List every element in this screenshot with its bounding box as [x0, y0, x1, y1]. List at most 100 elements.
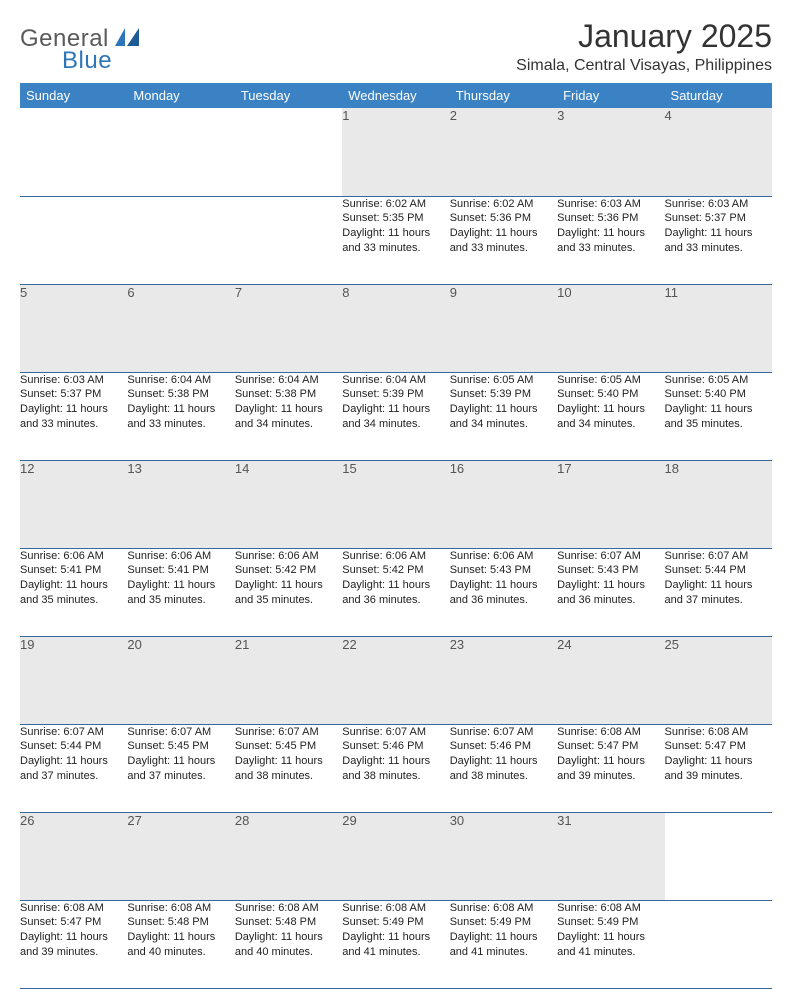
day-sunset: Sunset: 5:49 PM [450, 915, 557, 930]
day-sunset: Sunset: 5:37 PM [665, 211, 772, 226]
day-sunrise: Sunrise: 6:08 AM [557, 725, 664, 740]
day-number: 25 [665, 637, 679, 652]
day-number-cell: 2 [450, 108, 557, 196]
day-day1: Daylight: 11 hours [450, 930, 557, 945]
day-number-cell: 6 [127, 284, 234, 372]
weekday-header: Saturday [665, 83, 772, 108]
day-sunrise: Sunrise: 6:07 AM [127, 725, 234, 740]
day-body-cell: Sunrise: 6:08 AMSunset: 5:47 PMDaylight:… [665, 724, 772, 812]
day-day2: and 36 minutes. [342, 593, 449, 608]
day-sunset: Sunset: 5:46 PM [342, 739, 449, 754]
day-day1: Daylight: 11 hours [450, 402, 557, 417]
day-number-cell: 7 [235, 284, 342, 372]
day-sunrise: Sunrise: 6:08 AM [665, 725, 772, 740]
day-number-cell: 3 [557, 108, 664, 196]
day-number: 5 [20, 285, 27, 300]
day-sunrise: Sunrise: 6:02 AM [342, 197, 449, 212]
day-number-row: 19202122232425 [20, 636, 772, 724]
day-sunrise: Sunrise: 6:04 AM [342, 373, 449, 388]
day-body-cell: Sunrise: 6:08 AMSunset: 5:48 PMDaylight:… [127, 900, 234, 988]
day-number-cell: 25 [665, 636, 772, 724]
day-number-cell: 31 [557, 812, 664, 900]
day-day1: Daylight: 11 hours [127, 930, 234, 945]
day-number-cell: 10 [557, 284, 664, 372]
day-day1: Daylight: 11 hours [342, 226, 449, 241]
day-sunset: Sunset: 5:47 PM [665, 739, 772, 754]
day-sunset: Sunset: 5:43 PM [450, 563, 557, 578]
day-number-cell: 27 [127, 812, 234, 900]
day-day1: Daylight: 11 hours [342, 930, 449, 945]
day-day1: Daylight: 11 hours [127, 754, 234, 769]
day-day1: Daylight: 11 hours [20, 754, 127, 769]
day-sunset: Sunset: 5:49 PM [342, 915, 449, 930]
day-sunrise: Sunrise: 6:06 AM [342, 549, 449, 564]
day-number: 11 [665, 285, 679, 300]
day-day2: and 33 minutes. [342, 241, 449, 256]
day-sunset: Sunset: 5:36 PM [450, 211, 557, 226]
day-body-cell: Sunrise: 6:06 AMSunset: 5:43 PMDaylight:… [450, 548, 557, 636]
weekday-header-row: Sunday Monday Tuesday Wednesday Thursday… [20, 83, 772, 108]
day-number-cell [235, 108, 342, 196]
day-number-row: 262728293031 [20, 812, 772, 900]
day-sunrise: Sunrise: 6:03 AM [20, 373, 127, 388]
day-sunrise: Sunrise: 6:07 AM [665, 549, 772, 564]
day-sunset: Sunset: 5:48 PM [235, 915, 342, 930]
day-number: 3 [557, 108, 564, 123]
day-day2: and 35 minutes. [127, 593, 234, 608]
day-body-cell: Sunrise: 6:08 AMSunset: 5:49 PMDaylight:… [342, 900, 449, 988]
day-number: 16 [450, 461, 464, 476]
day-day2: and 35 minutes. [235, 593, 342, 608]
day-body-cell: Sunrise: 6:03 AMSunset: 5:37 PMDaylight:… [20, 372, 127, 460]
day-body-row: Sunrise: 6:03 AMSunset: 5:37 PMDaylight:… [20, 372, 772, 460]
weekday-header: Monday [127, 83, 234, 108]
calendar-page: General Blue January 2025 Simala, Centra… [0, 0, 792, 612]
day-sunrise: Sunrise: 6:07 AM [235, 725, 342, 740]
day-number: 21 [235, 637, 249, 652]
day-body-cell: Sunrise: 6:07 AMSunset: 5:44 PMDaylight:… [20, 724, 127, 812]
day-body-cell [235, 196, 342, 284]
day-number-cell: 14 [235, 460, 342, 548]
day-number-cell: 19 [20, 636, 127, 724]
day-sunrise: Sunrise: 6:02 AM [450, 197, 557, 212]
day-sunrise: Sunrise: 6:08 AM [127, 901, 234, 916]
day-body-cell: Sunrise: 6:03 AMSunset: 5:36 PMDaylight:… [557, 196, 664, 284]
day-number-cell: 23 [450, 636, 557, 724]
day-body-row: Sunrise: 6:07 AMSunset: 5:44 PMDaylight:… [20, 724, 772, 812]
day-body-row: Sunrise: 6:08 AMSunset: 5:47 PMDaylight:… [20, 900, 772, 988]
day-sunrise: Sunrise: 6:05 AM [557, 373, 664, 388]
brand-sail-icon [115, 28, 139, 46]
weekday-header: Sunday [20, 83, 127, 108]
day-number: 10 [557, 285, 571, 300]
day-number-cell: 9 [450, 284, 557, 372]
brand-line2: Blue [62, 47, 139, 75]
day-body-cell: Sunrise: 6:06 AMSunset: 5:41 PMDaylight:… [127, 548, 234, 636]
day-body-cell: Sunrise: 6:04 AMSunset: 5:38 PMDaylight:… [127, 372, 234, 460]
day-day1: Daylight: 11 hours [665, 578, 772, 593]
day-day2: and 34 minutes. [450, 417, 557, 432]
day-sunset: Sunset: 5:45 PM [127, 739, 234, 754]
day-body-cell: Sunrise: 6:05 AMSunset: 5:40 PMDaylight:… [557, 372, 664, 460]
day-number: 24 [557, 637, 571, 652]
day-sunset: Sunset: 5:49 PM [557, 915, 664, 930]
day-body-row: Sunrise: 6:02 AMSunset: 5:35 PMDaylight:… [20, 196, 772, 284]
day-day1: Daylight: 11 hours [665, 402, 772, 417]
day-number-cell: 18 [665, 460, 772, 548]
day-day1: Daylight: 11 hours [557, 226, 664, 241]
day-day2: and 38 minutes. [450, 769, 557, 784]
day-number: 19 [20, 637, 34, 652]
day-body-cell: Sunrise: 6:08 AMSunset: 5:47 PMDaylight:… [20, 900, 127, 988]
day-number-cell: 5 [20, 284, 127, 372]
calendar-table: Sunday Monday Tuesday Wednesday Thursday… [20, 83, 772, 989]
day-sunrise: Sunrise: 6:04 AM [127, 373, 234, 388]
day-number: 17 [557, 461, 571, 476]
day-day2: and 33 minutes. [127, 417, 234, 432]
weekday-header: Tuesday [235, 83, 342, 108]
day-sunrise: Sunrise: 6:08 AM [20, 901, 127, 916]
day-body-cell: Sunrise: 6:07 AMSunset: 5:46 PMDaylight:… [342, 724, 449, 812]
day-body-cell: Sunrise: 6:02 AMSunset: 5:36 PMDaylight:… [450, 196, 557, 284]
day-day2: and 37 minutes. [127, 769, 234, 784]
day-body-cell [20, 196, 127, 284]
day-number-cell: 1 [342, 108, 449, 196]
weekday-header: Friday [557, 83, 664, 108]
day-day2: and 34 minutes. [557, 417, 664, 432]
